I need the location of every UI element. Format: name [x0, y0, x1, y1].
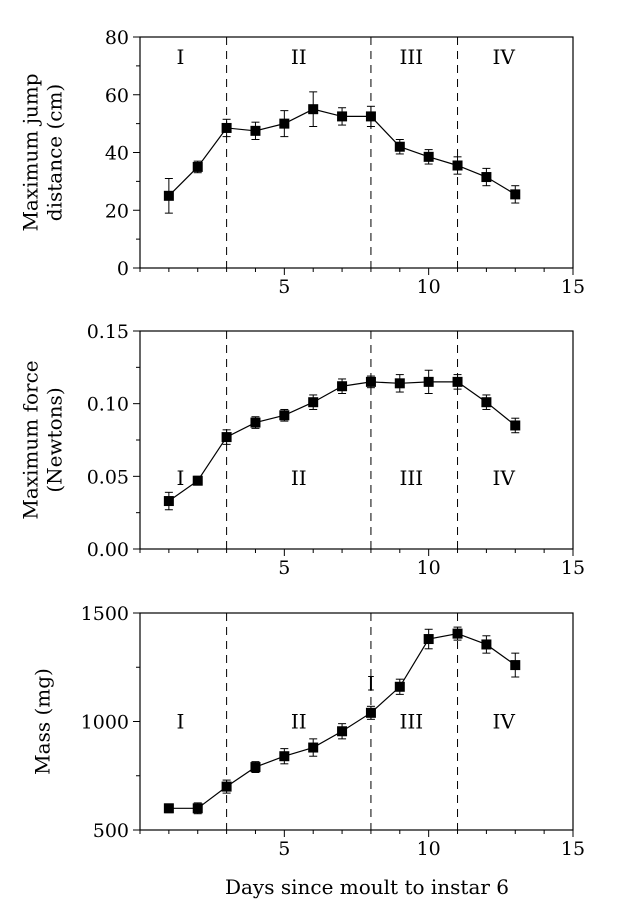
panel3-phase-label-I: I: [176, 710, 184, 734]
panel2-data-point: [452, 376, 463, 387]
panel1-data-point: [423, 151, 434, 162]
panel1-x-tick-label: 5: [278, 276, 290, 298]
panel2-x-tick-label: 15: [561, 557, 585, 579]
panel2-plot-frame: [139, 330, 574, 550]
panel1-data-point: [481, 172, 492, 183]
panel2-y-tick-label: 0.10: [87, 394, 129, 416]
panel3-data-point: [250, 762, 261, 773]
panel3-data-point: [163, 803, 174, 814]
panel2-y-tick-label: 0.05: [87, 466, 129, 488]
panel1-data-point: [279, 118, 290, 129]
panel3-phase-label-II: II: [291, 710, 307, 734]
panel2-y-axis-label: (Newtons): [43, 387, 67, 492]
panel2-y-tick-label: 0.00: [87, 539, 129, 561]
panel3-annotation: I: [367, 672, 375, 696]
panel1-plot-frame: [139, 36, 574, 269]
panel3-y-axis-label: Mass (mg): [31, 668, 55, 775]
panel2-x-tick-label: 10: [417, 557, 441, 579]
panel2-data-point: [423, 376, 434, 387]
panel3-data-point: [279, 751, 290, 762]
panel2-phase-label-III: III: [399, 466, 423, 490]
panel3-phase-label-IV: IV: [493, 710, 516, 734]
panel3-data-point: [452, 628, 463, 639]
panel2-data-point: [308, 397, 319, 408]
panel3-data-point: [481, 639, 492, 650]
panel2-data-point: [394, 378, 405, 389]
panel1-y-tick-label: 20: [105, 200, 129, 222]
panel2-data-point: [337, 381, 348, 392]
x-axis-label: Days since moult to instar 6: [225, 875, 509, 899]
panel1-data-point: [250, 125, 261, 136]
panel1-data-point: [452, 160, 463, 171]
panel3-data-point: [423, 634, 434, 645]
panel3-data-point: [221, 781, 232, 792]
panel2-phase-label-II: II: [291, 466, 307, 490]
panel1-x-tick-label: 15: [561, 276, 585, 298]
panel3-data-point: [394, 681, 405, 692]
panel1-data-point: [163, 190, 174, 201]
panel1-phase-label-II: II: [291, 45, 307, 69]
panel2-y-tick-label: 0.15: [87, 321, 129, 343]
panel3-data-point: [510, 660, 521, 671]
panel1-data-point: [308, 104, 319, 115]
panel1-y-axis-label: Maximum jump: [19, 73, 43, 231]
panel1-y-tick-label: 40: [105, 143, 129, 165]
panel2-data-point: [221, 432, 232, 443]
panel3-data-point: [308, 742, 319, 753]
panel3-x-tick-label: 10: [417, 838, 441, 860]
panel2-phase-label-I: I: [176, 466, 184, 490]
panel2-data-point: [250, 417, 261, 428]
panel1-data-point: [510, 189, 521, 200]
panel3-series-line: [168, 632, 516, 809]
panel1-data-point: [337, 111, 348, 122]
panel1-phase-label-IV: IV: [493, 45, 516, 69]
panel3-y-tick-label: 1000: [81, 712, 129, 734]
panel2-data-point: [481, 397, 492, 408]
panel1-y-axis-label: distance (cm): [43, 84, 67, 221]
panel3-data-point: [337, 726, 348, 737]
panel2-data-point: [192, 475, 203, 486]
panel3-y-tick-label: 1500: [81, 603, 129, 625]
panel1-phase-label-I: I: [176, 45, 184, 69]
panel1-data-point: [221, 122, 232, 133]
panel3-data-point: [365, 707, 376, 718]
panel1-data-point: [365, 111, 376, 122]
panel3-y-tick-label: 500: [93, 820, 129, 842]
panel1-y-tick-label: 0: [117, 258, 129, 280]
panel2-data-point: [279, 410, 290, 421]
panel3-x-tick-label: 15: [561, 838, 585, 860]
panel1-data-point: [394, 141, 405, 152]
panel2-phase-label-IV: IV: [493, 466, 516, 490]
panel3-x-tick-label: 5: [278, 838, 290, 860]
panel3-phase-label-III: III: [399, 710, 423, 734]
panel2-data-point: [163, 496, 174, 507]
panel2-series-line: [168, 381, 516, 502]
panel1-phase-label-III: III: [399, 45, 423, 69]
panel1-y-tick-label: 80: [105, 27, 129, 49]
panel2-data-point: [365, 376, 376, 387]
panel2-y-axis-label: Maximum force: [19, 360, 43, 519]
panel2-x-tick-label: 5: [278, 557, 290, 579]
panel1-data-point: [192, 161, 203, 172]
panel1-y-tick-label: 60: [105, 85, 129, 107]
panel1-x-tick-label: 10: [417, 276, 441, 298]
panel2-data-point: [510, 420, 521, 431]
panel3-data-point: [192, 803, 203, 814]
